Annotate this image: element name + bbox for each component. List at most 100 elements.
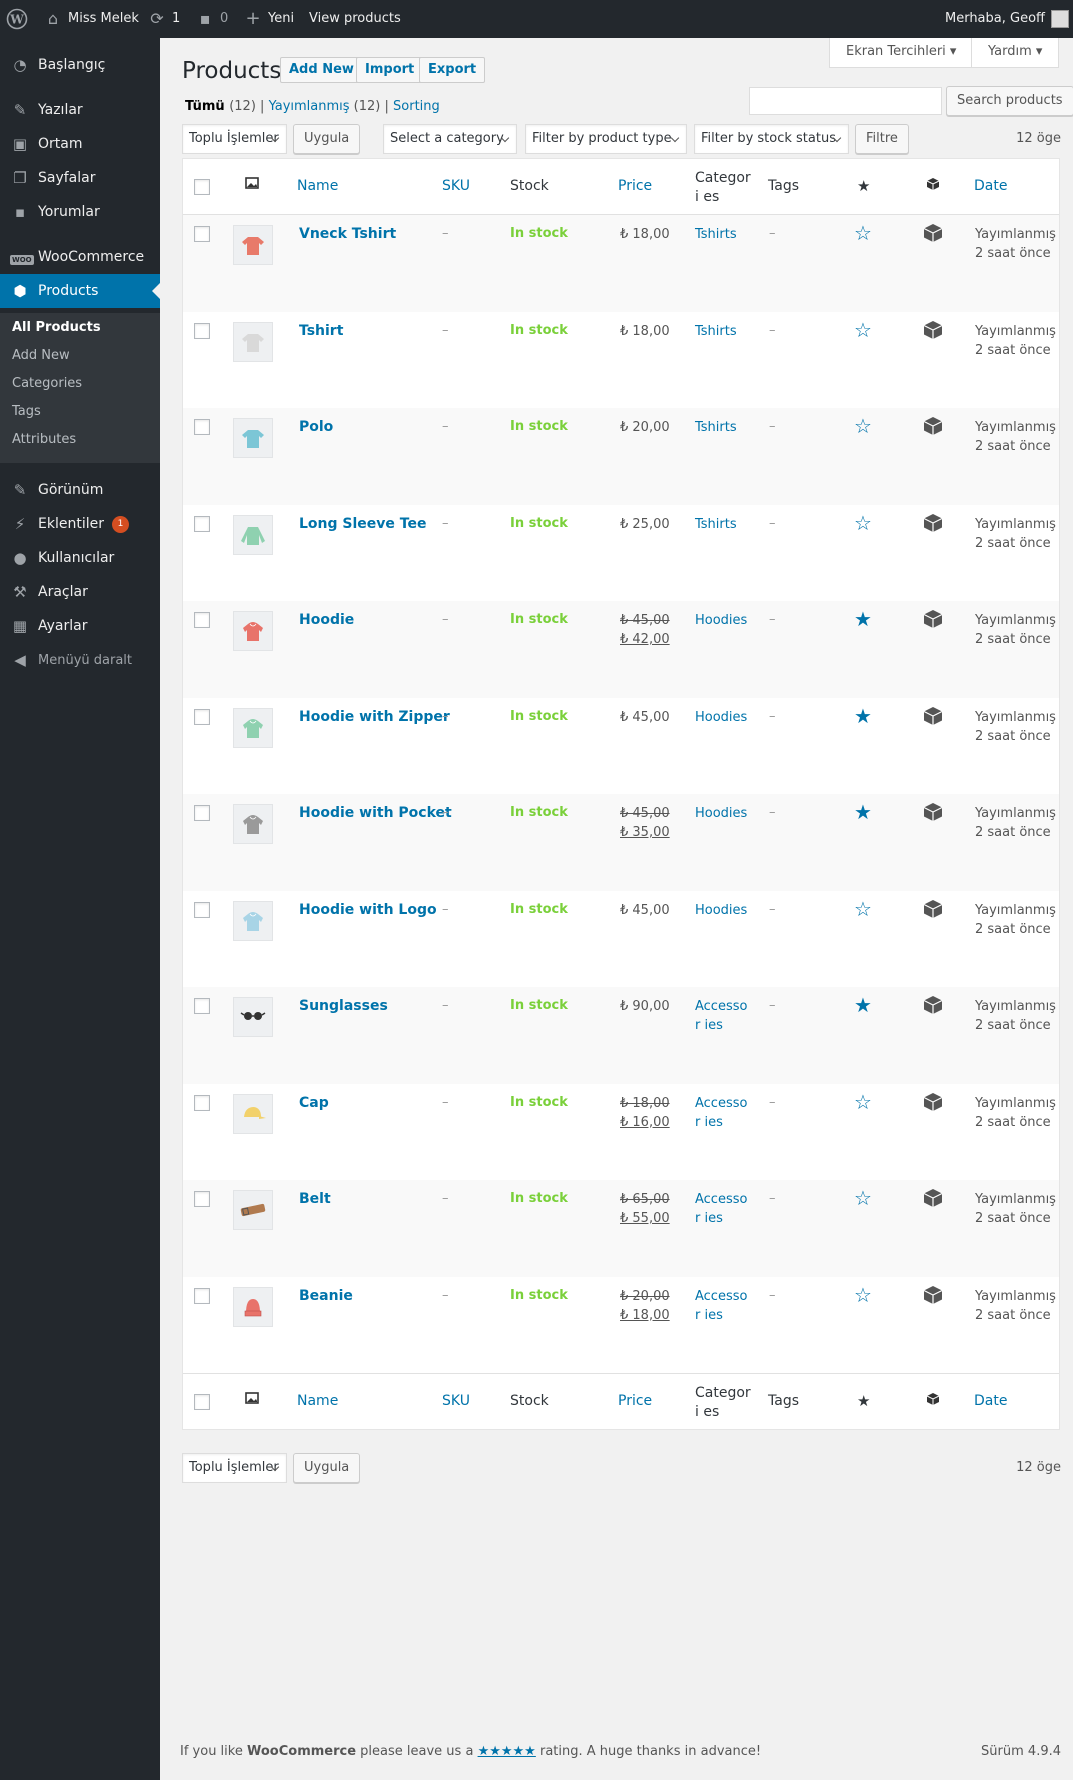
not-featured-star-icon[interactable]: ☆ <box>854 510 872 535</box>
row-checkbox[interactable] <box>194 901 210 918</box>
product-name-link[interactable]: Vneck Tshirt <box>299 226 397 242</box>
sidebar-item-products[interactable]: ⬢ Products <box>0 274 160 308</box>
select-all-checkbox[interactable] <box>194 179 210 195</box>
collapse-menu-button[interactable]: ◀ Menüyü daralt <box>0 643 160 677</box>
sidebar-item-appearance[interactable]: ✎ Görünüm <box>0 473 160 507</box>
belt-icon[interactable] <box>233 1190 273 1230</box>
select-all-checkbox-footer[interactable] <box>194 1394 210 1410</box>
tshirt-icon[interactable] <box>233 321 273 362</box>
my-account-link[interactable]: Merhaba, Geoff <box>945 0 1069 38</box>
product-name-link[interactable]: Long Sleeve Tee <box>299 515 427 532</box>
product-type-filter-select[interactable]: Filter by product type <box>525 124 687 154</box>
beanie-icon[interactable] <box>233 1286 273 1327</box>
category-link[interactable]: Accessor ies <box>695 999 748 1033</box>
sidebar-item-users[interactable]: ● Kullanıcılar <box>0 541 160 575</box>
not-featured-star-icon[interactable]: ☆ <box>854 221 872 245</box>
site-name-link[interactable]: ⌂ Miss Melek <box>44 0 139 38</box>
sidebar-item-pages[interactable]: ❐ Sayfalar <box>0 161 160 195</box>
category-link[interactable]: Hoodies <box>695 613 748 628</box>
category-link[interactable]: Accessor ies <box>695 1288 748 1323</box>
rating-stars-link[interactable]: ★★★★★ <box>477 1744 536 1759</box>
category-link[interactable]: Hoodies <box>695 902 748 918</box>
submenu-attributes[interactable]: Attributes <box>12 432 77 447</box>
search-products-button[interactable]: Search products <box>946 86 1073 116</box>
column-date-footer[interactable]: Date <box>974 1393 1008 1409</box>
featured-star-icon[interactable]: ★ <box>854 993 872 1017</box>
row-checkbox[interactable] <box>194 612 210 628</box>
cap-icon[interactable] <box>233 1093 273 1134</box>
not-featured-star-icon[interactable]: ☆ <box>854 1186 872 1210</box>
column-sku[interactable]: SKU <box>442 178 470 194</box>
tshirt-icon[interactable] <box>233 225 273 265</box>
export-button[interactable]: Export <box>419 57 486 83</box>
product-name-link[interactable]: Hoodie <box>299 612 355 628</box>
row-checkbox[interactable] <box>194 1287 210 1304</box>
category-filter-select[interactable]: Select a category <box>383 124 517 154</box>
row-checkbox[interactable] <box>194 708 210 725</box>
new-content-link[interactable]: + Yeni <box>244 0 294 38</box>
not-featured-star-icon[interactable]: ☆ <box>854 896 872 921</box>
row-checkbox[interactable] <box>194 515 210 532</box>
row-checkbox[interactable] <box>194 419 210 435</box>
product-name-link[interactable]: Polo <box>299 419 334 435</box>
screen-options-button[interactable]: Ekran Tercihleri ▾ <box>829 38 974 68</box>
filter-button[interactable]: Filtre <box>855 124 909 154</box>
product-name-link[interactable]: Hoodie with Zipper <box>299 708 450 725</box>
sidebar-item-comments[interactable]: ▪ Yorumlar <box>0 195 160 229</box>
polo-icon[interactable] <box>233 418 273 458</box>
featured-star-icon[interactable]: ★ <box>854 800 872 824</box>
search-input[interactable] <box>749 87 942 115</box>
stock-status-filter-select[interactable]: Filter by stock status <box>694 124 849 154</box>
category-link[interactable]: Hoodies <box>695 806 748 821</box>
row-checkbox[interactable] <box>194 805 210 821</box>
hoodie-icon[interactable] <box>233 611 273 651</box>
column-price-footer[interactable]: Price <box>618 1393 653 1409</box>
view-published[interactable]: Yayımlanmış (12) <box>268 99 381 114</box>
apply-button-bottom[interactable]: Uygula <box>293 1453 361 1483</box>
help-button[interactable]: Yardım ▾ <box>971 38 1060 68</box>
apply-button[interactable]: Uygula <box>293 124 361 154</box>
row-checkbox[interactable] <box>194 1191 210 1207</box>
product-name-link[interactable]: Beanie <box>299 1287 353 1304</box>
hoodie-icon[interactable] <box>233 707 273 748</box>
product-name-link[interactable]: Sunglasses <box>299 998 388 1014</box>
column-name[interactable]: Name <box>297 178 339 194</box>
not-featured-star-icon[interactable]: ☆ <box>854 414 872 438</box>
category-link[interactable]: Accessor ies <box>695 1095 748 1130</box>
sidebar-item-dashboard[interactable]: ◔ Başlangıç <box>0 48 160 82</box>
import-button[interactable]: Import <box>356 57 424 83</box>
category-link[interactable]: Tshirts <box>695 227 737 242</box>
submenu-categories[interactable]: Categories <box>12 376 83 391</box>
category-link[interactable]: Accessor ies <box>695 1192 748 1226</box>
column-name-footer[interactable]: Name <box>297 1393 339 1409</box>
sidebar-item-settings[interactable]: ▦ Ayarlar <box>0 609 160 643</box>
updates-link[interactable]: ⟳ 1 <box>148 0 180 38</box>
longsleeve-icon[interactable] <box>233 514 273 555</box>
column-sku-footer[interactable]: SKU <box>442 1393 470 1409</box>
submenu-tags[interactable]: Tags <box>12 404 41 419</box>
product-name-link[interactable]: Hoodie with Logo <box>299 901 437 918</box>
product-name-link[interactable]: Tshirt <box>299 322 344 339</box>
column-price[interactable]: Price <box>618 178 653 194</box>
bulk-actions-select-bottom[interactable]: Toplu İşlemler <box>182 1453 287 1483</box>
submenu-add-new[interactable]: Add New <box>12 348 70 363</box>
row-checkbox[interactable] <box>194 226 210 242</box>
category-link[interactable]: Tshirts <box>695 516 737 532</box>
view-products-link[interactable]: View products <box>309 0 401 38</box>
row-checkbox[interactable] <box>194 998 210 1014</box>
product-name-link[interactable]: Hoodie with Pocket <box>299 805 452 821</box>
category-link[interactable]: Hoodies <box>695 709 748 725</box>
view-all[interactable]: Tümü (12) <box>185 99 256 114</box>
sidebar-item-plugins[interactable]: ⚡ Eklentiler 1 <box>0 507 160 541</box>
featured-column-star-icon[interactable]: ★ <box>857 177 871 195</box>
row-checkbox[interactable] <box>194 1094 210 1111</box>
row-checkbox[interactable] <box>194 322 210 339</box>
view-sorting[interactable]: Sorting <box>393 99 440 114</box>
add-new-button[interactable]: Add New <box>280 57 363 83</box>
category-link[interactable]: Tshirts <box>695 420 737 435</box>
sidebar-item-tools[interactable]: ⚒ Araçlar <box>0 575 160 609</box>
not-featured-star-icon[interactable]: ☆ <box>854 1282 872 1307</box>
sidebar-item-media[interactable]: ▣ Ortam <box>0 127 160 161</box>
submenu-all-products[interactable]: All Products <box>12 320 101 335</box>
featured-star-icon[interactable]: ★ <box>854 607 872 631</box>
